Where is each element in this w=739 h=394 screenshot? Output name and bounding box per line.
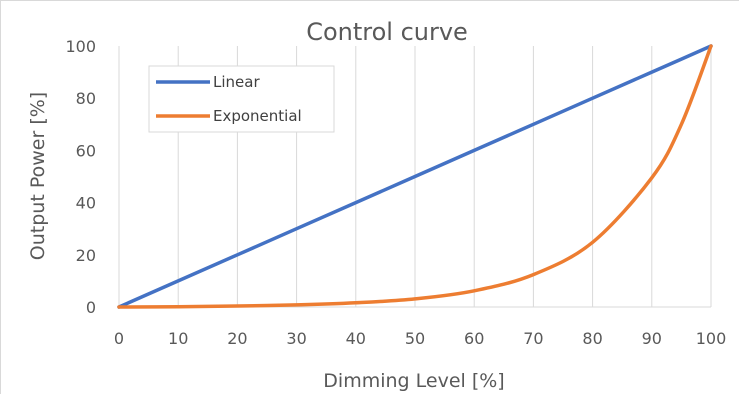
series-line-exponential [117,44,713,309]
y-tick-label: 20 [76,246,96,265]
x-tick-label: 20 [227,329,247,348]
x-tick-label: 80 [582,329,602,348]
series-line-linear [117,44,713,309]
x-tick-label: 60 [464,329,484,348]
x-tick-label: 0 [114,329,124,348]
y-tick-label: 60 [76,141,96,160]
x-tick-label: 10 [168,329,188,348]
y-axis-label: Output Power [%] [27,92,49,260]
x-tick-label: 100 [696,329,727,348]
y-tick-label: 100 [65,37,96,56]
series-lines [117,44,713,309]
x-axis-label: Dimming Level [%] [323,370,504,392]
legend-box [148,65,335,133]
x-tick-label: 50 [405,329,425,348]
legend: Linear Exponential [148,65,335,133]
y-axis-ticks: 0 20 40 60 80 100 [65,37,96,317]
x-tick-label: 30 [286,329,306,348]
y-tick-label: 80 [76,89,96,108]
x-tick-label: 40 [346,329,366,348]
legend-label-exponential: Exponential [213,107,302,125]
chart-title: Control curve [306,18,468,46]
x-axis-ticks: 0 10 20 30 40 50 60 70 80 90 100 [114,329,726,348]
x-tick-label: 70 [523,329,543,348]
y-tick-label: 40 [76,194,96,213]
legend-label-linear: Linear [213,73,260,91]
x-tick-label: 90 [642,329,662,348]
y-tick-label: 0 [86,298,96,317]
